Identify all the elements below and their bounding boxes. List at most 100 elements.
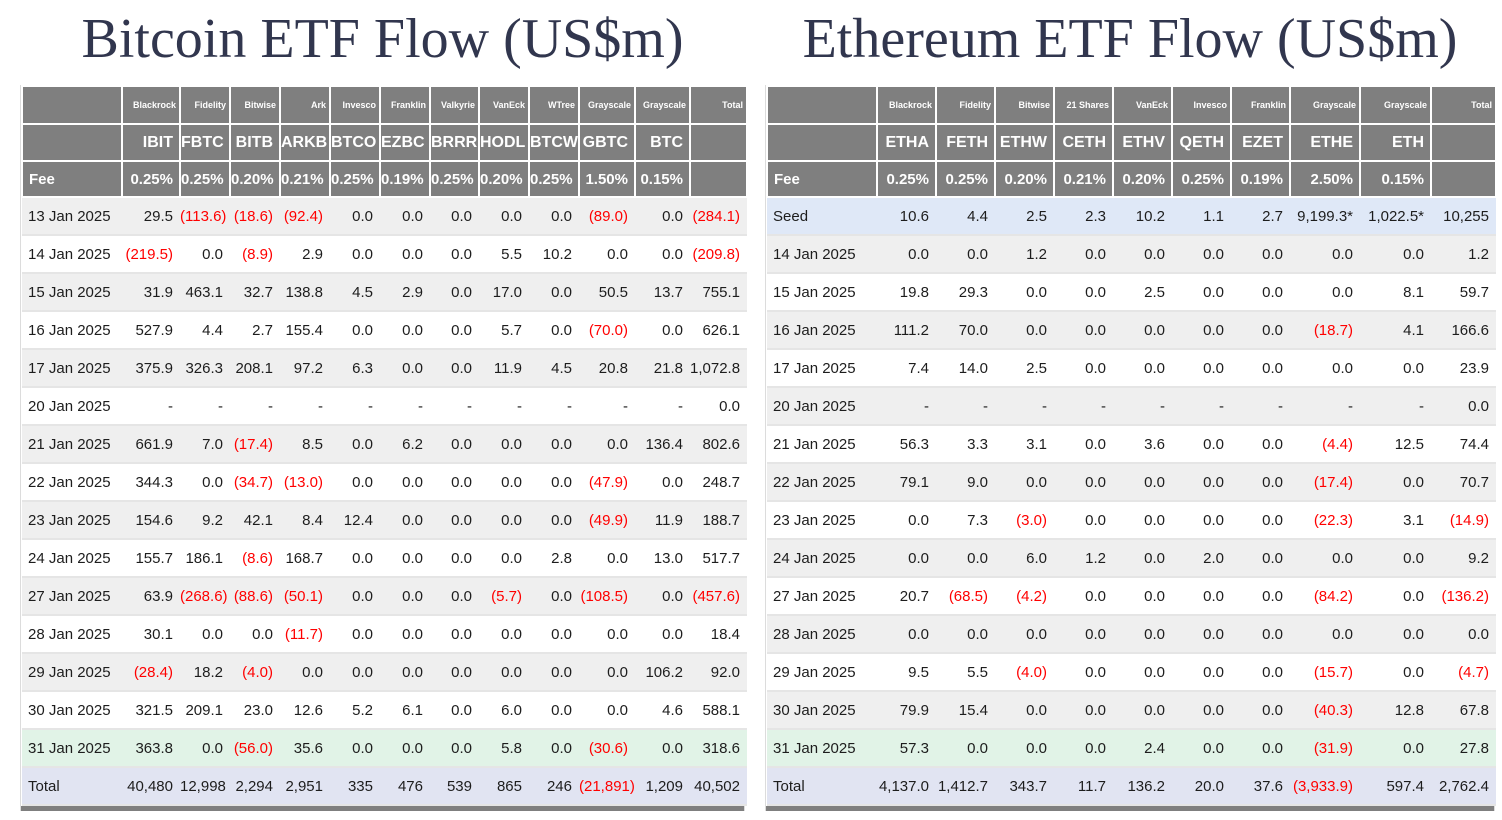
- flow-value-cell: 21.8: [635, 349, 690, 389]
- issuer-header-cell: Grayscale: [1359, 85, 1432, 126]
- issuer-header-cell: Bitwise: [994, 85, 1055, 126]
- flow-value-cell: 17.0: [479, 273, 529, 313]
- ticker-header-cell: IBIT: [121, 123, 181, 163]
- fee-value-cell: 0.21%: [1053, 160, 1114, 199]
- flow-value-cell: -: [1360, 387, 1431, 427]
- flow-value-cell: 136.4: [635, 425, 690, 465]
- flow-value-cell: -: [1054, 387, 1113, 427]
- row-label-cell: 23 Jan 2025: [767, 501, 877, 541]
- fee-value-cell: 0.15%: [634, 160, 691, 199]
- row-total-cell: 588.1: [690, 691, 747, 731]
- blank-header-cell: [689, 160, 748, 199]
- flow-value-cell: 0.0: [1360, 577, 1431, 617]
- flow-value-cell: 111.2: [877, 311, 936, 351]
- flow-value-cell: (40.3): [1290, 691, 1360, 731]
- row-total-cell: 318.6: [690, 729, 747, 769]
- ticker-header-cell: BITB: [229, 123, 281, 163]
- flow-value-cell: 0.0: [936, 235, 995, 275]
- flow-value-cell: 0.0: [330, 729, 380, 769]
- flow-value-cell: 70.0: [936, 311, 995, 351]
- row-label-cell: Total: [22, 767, 122, 807]
- row-total-cell: 802.6: [690, 425, 747, 465]
- flow-value-cell: 344.3: [122, 463, 180, 503]
- flow-value-cell: 321.5: [122, 691, 180, 731]
- fee-value-cell: 0.25%: [1171, 160, 1232, 199]
- flow-value-cell: 1,022.5*: [1360, 197, 1431, 237]
- flow-value-cell: 57.3: [877, 729, 936, 769]
- flow-value-cell: 0.0: [529, 197, 579, 237]
- blank-header-cell: [689, 123, 748, 163]
- flow-value-cell: 0.0: [529, 691, 579, 731]
- cutoff-next-row-strip: [766, 806, 1494, 812]
- flow-value-cell: 0.0: [1113, 463, 1172, 503]
- flow-value-cell: 0.0: [1360, 615, 1431, 655]
- flow-value-cell: 0.0: [430, 235, 479, 275]
- flow-value-cell: -: [122, 387, 180, 427]
- date-row: 28 Jan 2025 0.0 0.0 0.0 0.0 0.0 0.0 0.0 0.0 0.0 0.…: [767, 615, 1496, 655]
- date-row: 15 Jan 2025 19.8 29.3 0.0 0.0 2.5 0.0 0.0 0.0 8.1…: [767, 273, 1496, 313]
- fee-value-cell: 2.50%: [1289, 160, 1361, 199]
- row-total-cell: 74.4: [1431, 425, 1496, 465]
- flow-value-cell: 0.0: [380, 577, 430, 617]
- flow-value-cell: (15.7): [1290, 653, 1360, 693]
- flow-value-cell: 0.0: [1360, 539, 1431, 579]
- flow-value-cell: 0.0: [1113, 235, 1172, 275]
- flow-value-cell: (89.0): [579, 197, 635, 237]
- flow-value-cell: 0.0: [635, 615, 690, 655]
- date-row: 17 Jan 2025 7.4 14.0 2.5 0.0 0.0 0.0 0.0 0.0 0.0 2…: [767, 349, 1496, 389]
- issuer-header-cell: Franklin: [379, 85, 431, 126]
- row-label-cell: Seed: [767, 197, 877, 237]
- flow-value-cell: -: [430, 387, 479, 427]
- row-total-cell: 59.7: [1431, 273, 1496, 313]
- ticker-header-cell: EZET: [1230, 123, 1291, 163]
- flow-value-cell: 42.1: [230, 501, 280, 541]
- flow-value-cell: 0.0: [995, 729, 1054, 769]
- ticker-header-cell: BRRR: [429, 123, 480, 163]
- flow-value-cell: 0.0: [936, 729, 995, 769]
- ticker-header-cell: BTCO: [329, 123, 381, 163]
- flow-value-cell: (5.7): [479, 577, 529, 617]
- row-label-cell: 28 Jan 2025: [22, 615, 122, 655]
- flow-value-cell: 138.8: [280, 273, 330, 313]
- flow-value-cell: 4,137.0: [877, 767, 936, 807]
- flow-value-cell: 0.0: [430, 539, 479, 579]
- flow-value-cell: 11.9: [479, 349, 529, 389]
- fee-value-cell: 0.19%: [1230, 160, 1291, 199]
- flow-value-cell: 0.0: [479, 539, 529, 579]
- flow-value-cell: 10.2: [1113, 197, 1172, 237]
- date-row: 21 Jan 2025 661.9 7.0 (17.4) 8.5 0.0 6.2 0.0 0.0…: [22, 425, 747, 465]
- flow-value-cell: 0.0: [479, 463, 529, 503]
- flow-value-cell: 1,412.7: [936, 767, 995, 807]
- date-row: 14 Jan 2025 0.0 0.0 1.2 0.0 0.0 0.0 0.0 0.0 0.0 1.…: [767, 235, 1496, 275]
- ticker-header-cell: FBTC: [179, 123, 231, 163]
- flow-value-cell: 0.0: [1290, 235, 1360, 275]
- flow-value-cell: 4.5: [529, 349, 579, 389]
- flow-value-cell: 0.0: [1172, 311, 1231, 351]
- flow-value-cell: 2.9: [380, 273, 430, 313]
- flow-value-cell: 2.4: [1113, 729, 1172, 769]
- flow-value-cell: 661.9: [122, 425, 180, 465]
- issuer-header-cell: VanEck: [1112, 85, 1173, 126]
- ticker-header-cell: BTC: [634, 123, 691, 163]
- flow-value-cell: 0.0: [995, 463, 1054, 503]
- row-total-cell: 10,255: [1431, 197, 1496, 237]
- flow-value-cell: 326.3: [180, 349, 230, 389]
- row-total-cell: 0.0: [690, 387, 747, 427]
- fee-value-cell: 0.21%: [279, 160, 331, 199]
- row-total-cell: 1.2: [1431, 235, 1496, 275]
- date-row: 28 Jan 2025 30.1 0.0 0.0 (11.7) 0.0 0.0 0.0 0.0 0…: [22, 615, 747, 655]
- flow-value-cell: (8.9): [230, 235, 280, 275]
- fee-value-cell: 0.25%: [179, 160, 231, 199]
- total-header-cell: Total: [689, 85, 748, 126]
- flow-value-cell: (219.5): [122, 235, 180, 275]
- row-total-cell: 517.7: [690, 539, 747, 579]
- bitcoin-flow-table: Blackrock Fidelity Bitwise Ark Invesco Frankl…: [21, 85, 748, 807]
- blank-header-cell: [766, 123, 878, 163]
- flow-value-cell: 29.3: [936, 273, 995, 313]
- flow-value-cell: 3.3: [936, 425, 995, 465]
- row-label-cell: Total: [767, 767, 877, 807]
- ticker-header-row: IBIT FBTC BITB ARKB BTCO EZBC BRRR HODL BTCW GBTC…: [21, 123, 748, 163]
- flow-value-cell: 32.7: [230, 273, 280, 313]
- flow-value-cell: 0.0: [1054, 615, 1113, 655]
- flow-value-cell: (22.3): [1290, 501, 1360, 541]
